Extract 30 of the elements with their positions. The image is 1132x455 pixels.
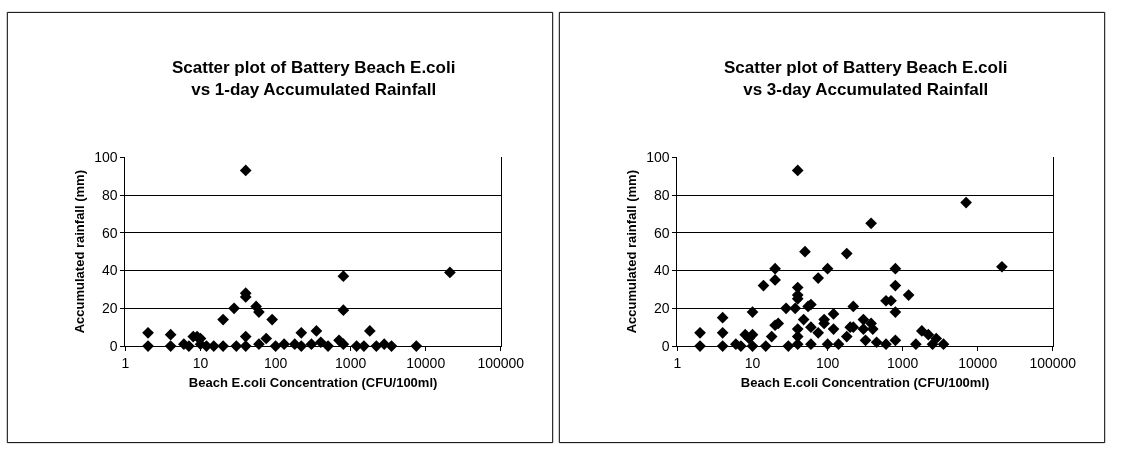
chart-title: Scatter plot of Battery Beach E.coli vs 1-day Accumulated Rainfall <box>172 58 456 100</box>
y-tick-label: 100 <box>94 149 118 166</box>
chart-title: Scatter plot of Battery Beach E.coli vs 3-day Accumulated Rainfall <box>724 58 1008 100</box>
x-tick-label: 10 <box>192 354 209 371</box>
x-tick-label: 10 <box>744 354 761 371</box>
x-tick-label: 1000 <box>335 354 367 371</box>
x-tick-label: 10000 <box>958 354 998 371</box>
y-axis-title: Accumulated rainfall (mm) <box>624 170 640 334</box>
x-axis-title: Beach E.coli Concentration (CFU/100ml) <box>188 375 438 391</box>
y-tick-label: 100 <box>646 149 670 166</box>
x-tick-label: 100000 <box>1029 354 1077 371</box>
y-tick-label: 0 <box>661 337 670 354</box>
x-axis-title: Beach E.coli Concentration (CFU/100ml) <box>740 375 990 391</box>
x-tick-label: 1 <box>673 354 682 371</box>
y-tick-label: 0 <box>109 337 118 354</box>
x-tick-label: 100000 <box>477 354 525 371</box>
y-tick-label: 40 <box>102 262 118 279</box>
y-tick-label: 80 <box>102 186 118 203</box>
x-tick-label: 1000 <box>887 354 919 371</box>
y-tick-label: 60 <box>654 224 670 241</box>
y-tick-label: 60 <box>102 224 118 241</box>
y-tick-label: 20 <box>102 300 118 317</box>
x-tick-label: 10000 <box>406 354 446 371</box>
y-axis-title: Accumulated rainfall (mm) <box>72 170 88 334</box>
x-tick-label: 100 <box>815 354 840 371</box>
x-tick-label: 1 <box>121 354 130 371</box>
y-tick-label: 40 <box>654 262 670 279</box>
y-tick-label: 20 <box>654 300 670 317</box>
x-tick-label: 100 <box>263 354 288 371</box>
y-tick-label: 80 <box>654 186 670 203</box>
